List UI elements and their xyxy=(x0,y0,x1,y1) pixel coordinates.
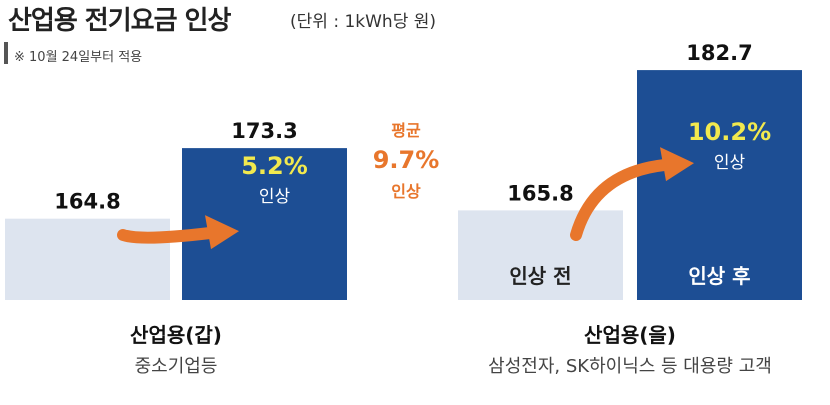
category-subtitle-1: 삼성전자, SK하이닉스 등 대용량 고객 xyxy=(488,356,772,377)
chart-note: ※ 10월 24일부터 적용 xyxy=(14,50,143,65)
average-suffix: 인상 xyxy=(391,182,421,201)
value-label-1-0: 165.8 xyxy=(507,181,573,205)
average-value: 9.7% xyxy=(373,146,440,174)
bar-1-1 xyxy=(637,70,802,300)
category-label-0: 산업용(갑) xyxy=(130,323,222,347)
increase-suffix-1: 인상 xyxy=(714,153,746,173)
increase-suffix-0: 인상 xyxy=(259,187,291,207)
increase-arrowhead-1 xyxy=(660,147,694,182)
value-label-0-1: 173.3 xyxy=(231,119,297,143)
average-label: 평균 xyxy=(391,121,421,140)
chart-unit: (단위 : 1kWh당 원) xyxy=(290,12,437,32)
bar-1-0 xyxy=(458,210,623,300)
bar-label-after: 인상 후 xyxy=(688,264,750,288)
value-label-1-1: 182.7 xyxy=(686,41,752,65)
increase-label-1: 10.2% xyxy=(688,118,771,146)
increase-label-0: 5.2% xyxy=(241,152,308,180)
bar-label-before: 인상 전 xyxy=(509,264,571,288)
category-label-1: 산업용(을) xyxy=(584,323,676,347)
note-marker xyxy=(4,42,8,64)
bar-0-0 xyxy=(5,218,170,300)
category-subtitle-0: 중소기업등 xyxy=(135,356,218,377)
increase-arrow-1 xyxy=(570,159,670,241)
increase-arrow-0 xyxy=(117,227,215,244)
value-label-0-0: 164.8 xyxy=(54,190,120,214)
increase-arrowhead-0 xyxy=(205,215,239,250)
chart-title: 산업용 전기요금 인상 xyxy=(8,6,231,36)
